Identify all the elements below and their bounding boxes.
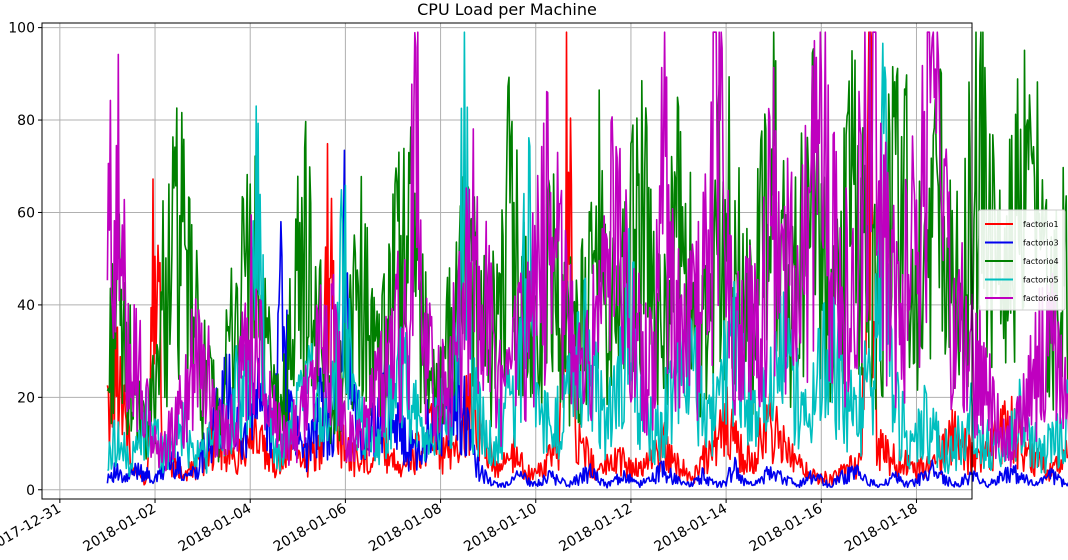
series-layer — [106, 31, 1068, 489]
y-tick-label: 100 — [8, 21, 35, 37]
y-tick-label: 80 — [17, 113, 35, 129]
legend-box — [978, 209, 1066, 311]
legend-label: factorio4 — [1023, 257, 1059, 266]
legend-label: factorio1 — [1023, 220, 1059, 229]
series-line-factorio3 — [106, 149, 1068, 489]
y-tick-label: 20 — [17, 390, 35, 406]
y-tick-label: 60 — [17, 205, 35, 221]
y-tick-label: 0 — [26, 483, 35, 499]
legend-label: factorio3 — [1023, 239, 1059, 248]
legend-label: factorio6 — [1023, 294, 1059, 303]
chart-title: CPU Load per Machine — [417, 0, 597, 19]
legend-label: factorio5 — [1023, 276, 1059, 285]
legend: factorio1 factorio3 factorio4 factorio5 fact… — [978, 209, 1066, 311]
plot-frame — [41, 22, 973, 500]
y-tick-label: 40 — [17, 298, 35, 314]
series-line-factorio6 — [106, 31, 1068, 472]
